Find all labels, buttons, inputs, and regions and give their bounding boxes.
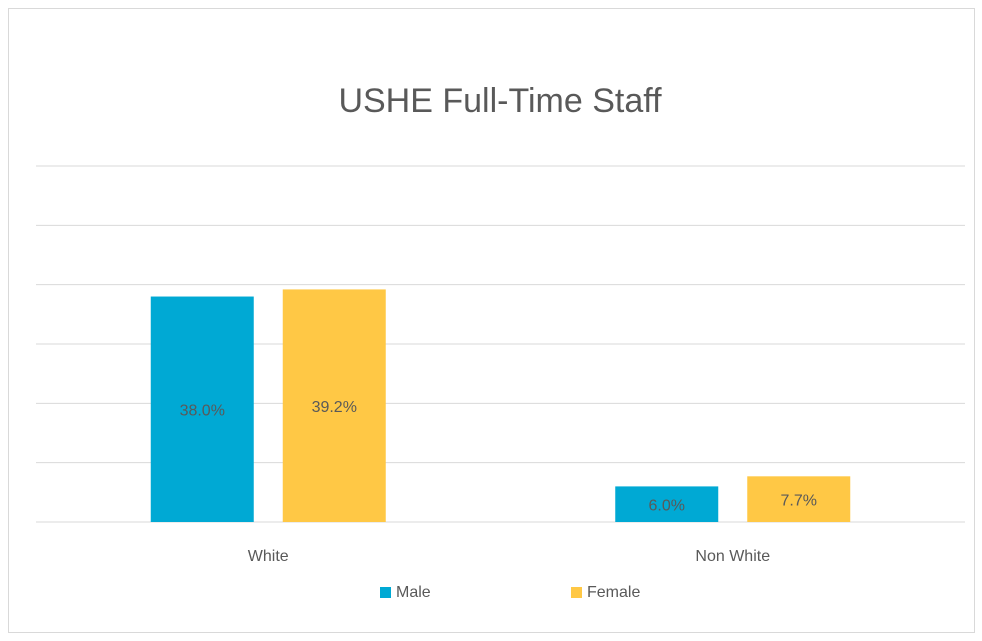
bar bbox=[615, 486, 719, 522]
bar bbox=[282, 289, 386, 522]
data-label: 38.0% bbox=[180, 402, 225, 419]
data-label: 6.0% bbox=[649, 497, 685, 514]
legend-label: Female bbox=[587, 584, 640, 601]
chart-title: USHE Full-Time Staff bbox=[338, 82, 662, 120]
bar bbox=[150, 296, 254, 522]
x-tick-label: White bbox=[248, 548, 289, 565]
x-tick-label: Non White bbox=[695, 548, 770, 565]
data-label: 7.7% bbox=[781, 492, 817, 509]
legend-label: Male bbox=[396, 584, 431, 601]
legend-swatch bbox=[571, 587, 582, 598]
data-label: 39.2% bbox=[312, 399, 357, 416]
legend-swatch bbox=[380, 587, 391, 598]
bar bbox=[747, 476, 851, 522]
